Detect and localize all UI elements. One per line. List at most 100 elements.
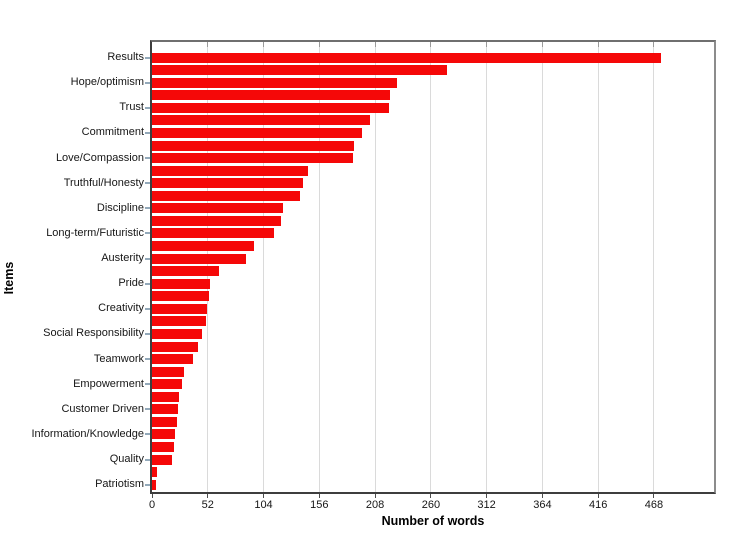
bar xyxy=(152,341,199,352)
y-tick-mark xyxy=(145,383,150,386)
bar xyxy=(152,65,447,76)
bar xyxy=(152,467,158,478)
y-axis-label: Teamwork xyxy=(93,352,144,365)
x-tick-mark xyxy=(207,494,209,498)
bar xyxy=(152,391,179,402)
plot-area xyxy=(150,40,716,494)
x-tick-mark xyxy=(318,494,320,498)
y-axis-label: Customer Driven xyxy=(61,402,144,415)
bar xyxy=(152,404,178,415)
bar xyxy=(152,291,209,302)
top-tick-mark xyxy=(374,42,376,47)
y-axis-label: Austerity xyxy=(101,252,144,264)
gridline xyxy=(597,42,599,492)
bar xyxy=(152,140,354,151)
bar xyxy=(152,178,304,189)
y-axis-label: Results xyxy=(107,51,144,63)
y-axis-label: Pride xyxy=(118,277,144,290)
bar xyxy=(152,328,203,339)
y-tick-mark xyxy=(145,408,150,411)
y-axis-label: Hope/optimism xyxy=(70,76,144,89)
bar xyxy=(152,303,207,314)
top-tick-mark xyxy=(263,42,264,47)
bar xyxy=(152,379,182,390)
gridline xyxy=(318,42,320,492)
bar xyxy=(152,52,662,63)
y-axis-label: Social Responsibility xyxy=(43,327,144,340)
y-axis-label: Long-term/Futuristic xyxy=(46,226,144,239)
bar xyxy=(152,479,157,490)
bar xyxy=(152,278,210,289)
y-tick-mark xyxy=(145,433,150,436)
bar xyxy=(152,115,370,126)
y-tick-mark xyxy=(145,332,150,335)
y-axis-label: Commitment xyxy=(81,126,144,139)
bar xyxy=(152,90,391,101)
top-tick-mark xyxy=(318,42,320,47)
bar xyxy=(152,127,363,138)
x-tick-mark xyxy=(597,494,599,498)
x-tick-mark xyxy=(541,494,543,498)
x-tick-mark xyxy=(430,494,432,498)
x-tick-mark xyxy=(151,494,153,498)
bar xyxy=(152,153,353,163)
bar xyxy=(152,203,283,214)
y-tick-mark xyxy=(145,56,150,59)
bar xyxy=(152,366,185,377)
y-tick-mark xyxy=(145,182,150,185)
y-tick-mark xyxy=(145,207,150,210)
y-tick-mark xyxy=(145,458,150,461)
gridline xyxy=(486,42,488,492)
y-tick-mark xyxy=(145,157,150,159)
y-axis-label: Discipline xyxy=(96,201,144,214)
bar xyxy=(152,241,254,251)
y-tick-mark xyxy=(145,232,150,235)
bar xyxy=(152,228,275,239)
bar xyxy=(152,165,308,176)
bar xyxy=(152,190,300,201)
y-tick-mark xyxy=(145,106,150,109)
y-tick-mark xyxy=(145,307,150,310)
y-axis-label: Creativity xyxy=(98,302,144,315)
x-axis-tick-label: 364 xyxy=(533,499,552,511)
x-tick-mark xyxy=(653,494,655,498)
y-axis-label: Quality xyxy=(109,453,144,466)
top-tick-mark xyxy=(430,42,432,47)
y-axis-title: Items xyxy=(2,261,16,295)
gridline xyxy=(653,42,655,492)
x-axis-tick-label: 104 xyxy=(254,499,273,511)
x-axis-tick-label: 468 xyxy=(644,499,664,511)
top-tick-mark xyxy=(597,42,599,47)
x-tick-mark xyxy=(263,494,264,498)
top-tick-mark xyxy=(541,42,543,47)
bar xyxy=(152,354,193,365)
x-axis-tick-label: 52 xyxy=(201,499,214,511)
y-axis-label: Patriotism xyxy=(95,478,144,491)
y-axis-label: Empowerment xyxy=(73,377,144,390)
top-tick-mark xyxy=(486,42,488,47)
y-axis-label: Trust xyxy=(119,101,144,114)
x-axis-tick-label: 416 xyxy=(589,499,608,511)
x-axis-tick-label: 260 xyxy=(421,499,441,511)
bar xyxy=(152,266,219,277)
top-tick-mark xyxy=(653,42,655,47)
x-axis-title: Number of words xyxy=(381,514,485,528)
x-axis-tick-label: 0 xyxy=(148,499,156,511)
bar xyxy=(152,454,173,465)
bar xyxy=(152,215,281,226)
x-tick-mark xyxy=(374,494,376,498)
bar xyxy=(152,429,175,440)
y-axis-label: Information/Knowledge xyxy=(31,427,144,440)
x-axis-tick-label: 312 xyxy=(477,499,496,511)
y-tick-mark xyxy=(145,131,150,134)
x-axis-tick-label: 156 xyxy=(310,499,329,511)
y-tick-mark xyxy=(145,257,150,260)
y-tick-mark xyxy=(145,483,150,486)
bar xyxy=(152,442,174,452)
bar xyxy=(152,102,389,113)
bar xyxy=(152,316,206,327)
bar xyxy=(152,77,397,88)
bar xyxy=(152,253,247,264)
y-tick-mark xyxy=(145,282,150,285)
